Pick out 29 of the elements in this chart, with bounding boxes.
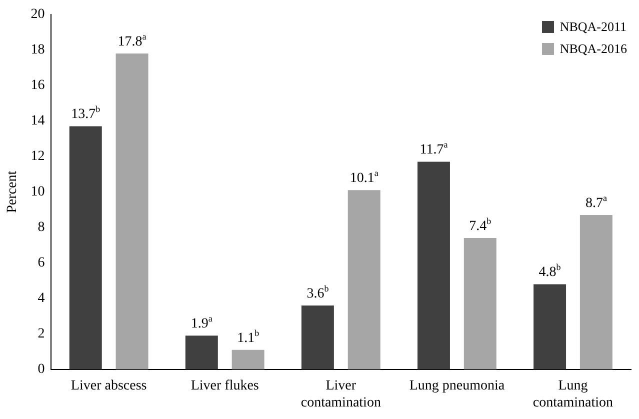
y-tick-label: 8 — [38, 220, 45, 236]
x-tick-label: Lung pneumonia — [409, 378, 506, 394]
bar — [116, 53, 148, 370]
x-tick-label: Liver flukes — [190, 378, 259, 394]
bar — [417, 162, 450, 370]
bar — [69, 126, 102, 370]
bar — [348, 190, 380, 370]
y-tick-label: 12 — [30, 149, 45, 164]
bar — [185, 336, 218, 370]
y-tick-label: 16 — [30, 78, 45, 94]
legend-label: NBQA-2011 — [560, 19, 627, 36]
x-tick-label: Liver abscess — [70, 378, 147, 394]
x-tick-label: Liver contamination — [300, 378, 381, 410]
y-axis-title: Percent — [5, 170, 20, 213]
legend-label: NBQA-2016 — [560, 41, 627, 58]
bar — [580, 214, 612, 370]
bar — [301, 306, 334, 370]
bar — [464, 238, 496, 370]
y-tick-label: 2 — [38, 326, 45, 342]
x-tick-label: Lung contamination — [532, 378, 614, 410]
bar — [232, 350, 264, 370]
y-tick-label: 10 — [30, 184, 45, 200]
y-tick-label: 14 — [30, 114, 45, 129]
y-tick-label: 6 — [38, 256, 45, 271]
y-tick-label: 0 — [38, 362, 45, 378]
y-tick-label: 4 — [38, 291, 45, 306]
y-tick-label: 18 — [30, 42, 45, 58]
bar — [534, 284, 566, 370]
y-tick-label: 20 — [30, 7, 45, 22]
